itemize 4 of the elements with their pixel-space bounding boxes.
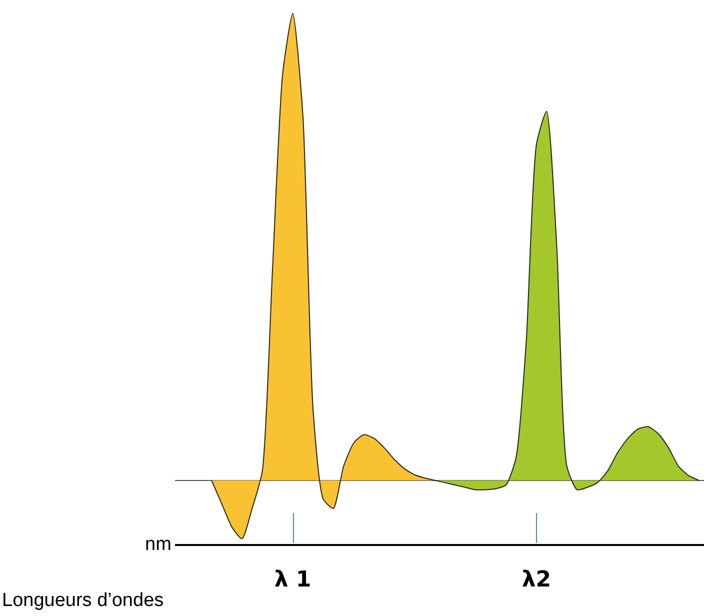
x-tick-label: λ2: [522, 567, 552, 592]
x-axis-title: Longueurs d’ondes: [2, 590, 164, 611]
x-tick-label: λ 1: [274, 567, 312, 592]
text: nm: [145, 534, 172, 555]
